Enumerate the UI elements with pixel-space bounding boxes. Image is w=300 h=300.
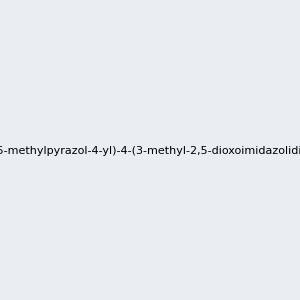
Text: N-(1-cyclopentyl-5-methylpyrazol-4-yl)-4-(3-methyl-2,5-dioxoimidazolidin-1-yl)bu: N-(1-cyclopentyl-5-methylpyrazol-4-yl)-4… (0, 146, 300, 157)
